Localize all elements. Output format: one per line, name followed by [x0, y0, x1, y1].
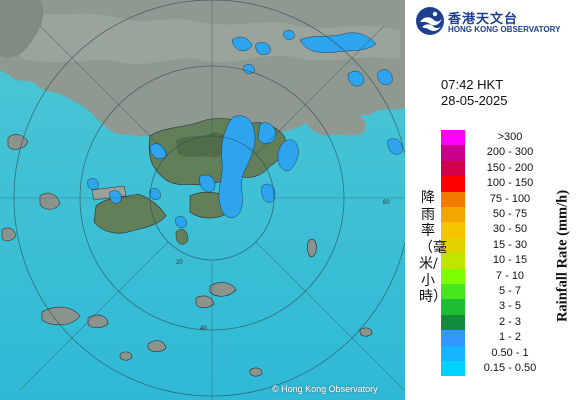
rain-echo	[299, 32, 377, 53]
legend-title-cn: 降雨率（毫米/小時）	[419, 190, 447, 305]
outer-island	[307, 239, 317, 258]
legend-label: 5 - 7	[498, 285, 521, 297]
radar-map-canvas: 20 40 60	[0, 0, 405, 400]
legend-swatch	[441, 345, 465, 361]
rain-echo	[387, 138, 403, 155]
legend-title-en: Rainfall Rate (mm/h)	[554, 189, 571, 323]
legend-swatch	[441, 237, 465, 254]
rain-echo	[243, 64, 255, 74]
estuary-island	[1, 227, 17, 242]
lantau-island	[93, 193, 167, 234]
legend-swatch	[441, 130, 465, 146]
outer-island	[119, 351, 133, 361]
radial-lines	[0, 0, 405, 400]
rain-echo	[347, 71, 365, 87]
rain-echoes	[87, 30, 403, 228]
legend-swatch	[441, 284, 465, 300]
legend-swatch	[441, 145, 465, 161]
legend-swatch	[441, 191, 465, 207]
legend-label: 15 - 30	[492, 238, 528, 251]
outer-island	[249, 367, 263, 377]
range-ring-label-40: 40	[200, 326, 207, 332]
timestamp-time: 07:42 HKT	[441, 77, 504, 92]
outer-island	[359, 327, 373, 337]
radar-map[interactable]: 20 40 60 © Hong Kong Observatory	[0, 0, 405, 400]
outer-island	[147, 340, 167, 353]
outer-island	[195, 295, 215, 309]
western-peninsula	[0, 0, 44, 58]
legend-swatch	[441, 207, 465, 223]
legend-swatch	[441, 330, 465, 346]
hko-emblem-icon	[416, 7, 444, 35]
rain-echo	[199, 174, 216, 193]
rain-echo	[255, 42, 271, 55]
legend-label: 30 - 50	[492, 223, 528, 236]
legend-label: 0.15 - 0.50	[483, 362, 537, 374]
legend-swatch	[441, 268, 465, 284]
legend-label: 3 - 5	[498, 300, 521, 313]
legend-label: 7 - 10	[495, 269, 525, 282]
rain-echo	[377, 69, 393, 85]
outer-island	[87, 314, 109, 329]
legend-label: 150 - 200	[486, 161, 534, 174]
rain-echo	[175, 216, 187, 228]
timestamp-date: 28-05-2025	[441, 93, 508, 108]
estuary-island	[39, 192, 61, 210]
legend-label: 1 - 2	[498, 331, 521, 344]
legend-swatch	[441, 222, 465, 238]
rain-echo	[283, 30, 295, 40]
logo-name-en: HONG KONG OBSERVATORY	[448, 25, 561, 34]
legend-swatch	[441, 160, 465, 177]
lamma-island	[175, 229, 189, 245]
outer-island	[41, 306, 81, 326]
legend-swatch	[441, 314, 465, 331]
legend-label: 0.50 - 1	[491, 346, 529, 359]
legend-label: 50 - 75	[492, 208, 528, 220]
legend-label: 75 - 100	[489, 192, 531, 205]
legend-panel: 香港天文台 HONG KONG OBSERVATORY 07:42 HKT 28…	[405, 0, 577, 400]
logo-name-cn: 香港天文台	[448, 12, 519, 27]
legend-swatch	[441, 176, 465, 192]
legend-label: 200 - 300	[486, 146, 534, 159]
rain-echo	[87, 178, 99, 190]
eastern-peninsula	[300, 106, 366, 136]
range-ring-label-60: 60	[383, 200, 390, 206]
rain-echo	[149, 188, 161, 200]
legend-label: >300	[497, 131, 523, 143]
range-ring-label-20: 20	[176, 260, 183, 266]
copyright-notice: © Hong Kong Observatory	[272, 384, 378, 394]
outer-island	[209, 282, 237, 297]
legend-label: 2 - 3	[498, 315, 521, 328]
legend-label: 10 - 15	[492, 254, 528, 267]
mainland-texture	[20, 10, 400, 65]
rain-echo	[218, 115, 256, 219]
legend-swatch	[441, 253, 465, 269]
legend-swatch	[441, 361, 465, 377]
legend-swatch	[441, 299, 465, 315]
rain-echo	[231, 36, 253, 51]
legend-label: 100 - 150	[486, 177, 534, 190]
rain-echo	[277, 139, 299, 172]
